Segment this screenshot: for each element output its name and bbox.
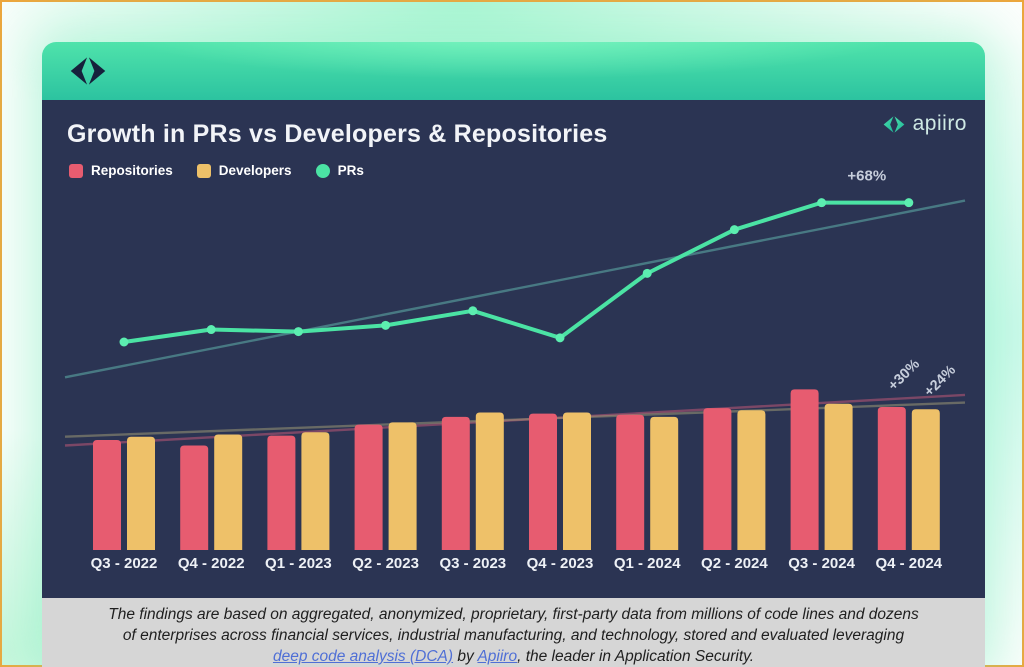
trendline-prs <box>64 199 966 379</box>
bar-repositories-q3-2024 <box>790 389 819 550</box>
prs-point-q3-2023 <box>468 306 478 316</box>
bar-repositories-q4-2024 <box>877 407 906 550</box>
legend-label: Developers <box>218 163 292 178</box>
x-axis-label: Q3 - 2024 <box>788 555 855 572</box>
x-axis-label: Q2 - 2024 <box>701 555 768 572</box>
prs-point-q3-2024 <box>817 198 827 208</box>
page-title: Growth in PRs vs Developers & Repositori… <box>67 120 608 148</box>
bar-repositories-q1-2023 <box>267 435 296 550</box>
bar-developers-q1-2023 <box>301 432 330 550</box>
brand-wordmark: apiiro <box>912 112 967 135</box>
apiiro-diamond-mark-teal-icon <box>883 115 904 133</box>
bar-developers-q2-2024 <box>737 410 766 550</box>
top-banner <box>42 42 985 100</box>
x-axis-label: Q4 - 2023 <box>527 555 594 572</box>
repositories-swatch-icon <box>69 163 83 178</box>
x-axis-label: Q4 - 2024 <box>875 555 942 572</box>
chart-panel: Q3 - 2022 Q4 - 2022 Q1 - 2023 Q2 - 2023 Q3 -… <box>42 100 985 598</box>
prs-point-q2-2023 <box>381 320 391 330</box>
chart-legend: Repositories Developers PRs <box>69 163 364 178</box>
bar-repositories-q1-2024 <box>616 414 645 550</box>
prs-point-q3-2022 <box>119 337 129 347</box>
footnote: The findings are based on aggregated, an… <box>42 598 985 667</box>
prs-point-q1-2024 <box>642 268 652 278</box>
legend-item-repositories: Repositories <box>69 163 173 178</box>
annotation-repositories-growth: +30% <box>885 356 923 394</box>
x-axis-label: Q4 - 2022 <box>178 555 245 572</box>
developers-swatch-icon <box>196 163 211 178</box>
bar-repositories-q2-2023 <box>354 424 383 550</box>
bar-developers-q3-2022 <box>127 436 155 550</box>
bar-developers-q4-2022 <box>214 434 243 550</box>
footnote-line3-mid: by <box>453 648 478 665</box>
footnote-line1: The findings are based on aggregated, an… <box>108 606 919 623</box>
x-axis-label: Q3 - 2022 <box>91 555 158 572</box>
legend-label: Repositories <box>91 163 173 178</box>
prs-point-q4-2022 <box>206 325 216 335</box>
bar-developers-q1-2024 <box>650 416 679 550</box>
dca-link[interactable]: deep code analysis (DCA) <box>272 648 454 665</box>
prs-point-q4-2023 <box>555 333 565 343</box>
growth-chart: Q3 - 2022 Q4 - 2022 Q1 - 2023 Q2 - 2023 Q3 -… <box>64 168 966 572</box>
prs-point-q4-2024 <box>904 198 914 208</box>
x-axis-label: Q1 - 2023 <box>265 555 332 572</box>
prs-point-q2-2024 <box>729 225 739 235</box>
bar-repositories-q2-2024 <box>703 408 732 550</box>
apiiro-link[interactable]: Apiiro <box>477 648 518 665</box>
bar-repositories-q4-2023 <box>529 413 557 550</box>
prs-line <box>122 200 911 344</box>
bar-repositories-q3-2023 <box>441 416 470 550</box>
x-axis-label: Q1 - 2024 <box>614 555 681 572</box>
bar-developers-q3-2023 <box>475 412 504 550</box>
bar-repositories-q4-2022 <box>180 445 209 550</box>
report-card: Q3 - 2022 Q4 - 2022 Q1 - 2023 Q2 - 2023 Q3 -… <box>42 42 985 667</box>
footnote-line2: of enterprises across financial services… <box>122 627 905 644</box>
bar-developers-q2-2023 <box>388 422 417 550</box>
apiiro-brand-logo: apiiro <box>882 112 967 136</box>
x-axis-label: Q2 - 2023 <box>352 555 419 572</box>
footnote-line3-end: , the leader in Application Security. <box>517 648 755 665</box>
apiiro-diamond-mark-dark-icon <box>70 57 106 85</box>
bar-repositories-q3-2022 <box>93 440 121 550</box>
legend-item-prs: PRs <box>315 163 364 178</box>
legend-label: PRs <box>337 163 364 178</box>
prs-point-q1-2023 <box>293 327 303 337</box>
prs-swatch-icon <box>315 163 330 178</box>
annotation-prs-growth: +68% <box>847 168 886 185</box>
legend-item-developers: Developers <box>196 163 292 178</box>
bar-developers-q3-2024 <box>824 403 853 550</box>
bar-developers-q4-2023 <box>563 412 591 550</box>
x-axis-label: Q3 - 2023 <box>439 555 506 572</box>
bar-developers-q4-2024 <box>911 409 940 550</box>
